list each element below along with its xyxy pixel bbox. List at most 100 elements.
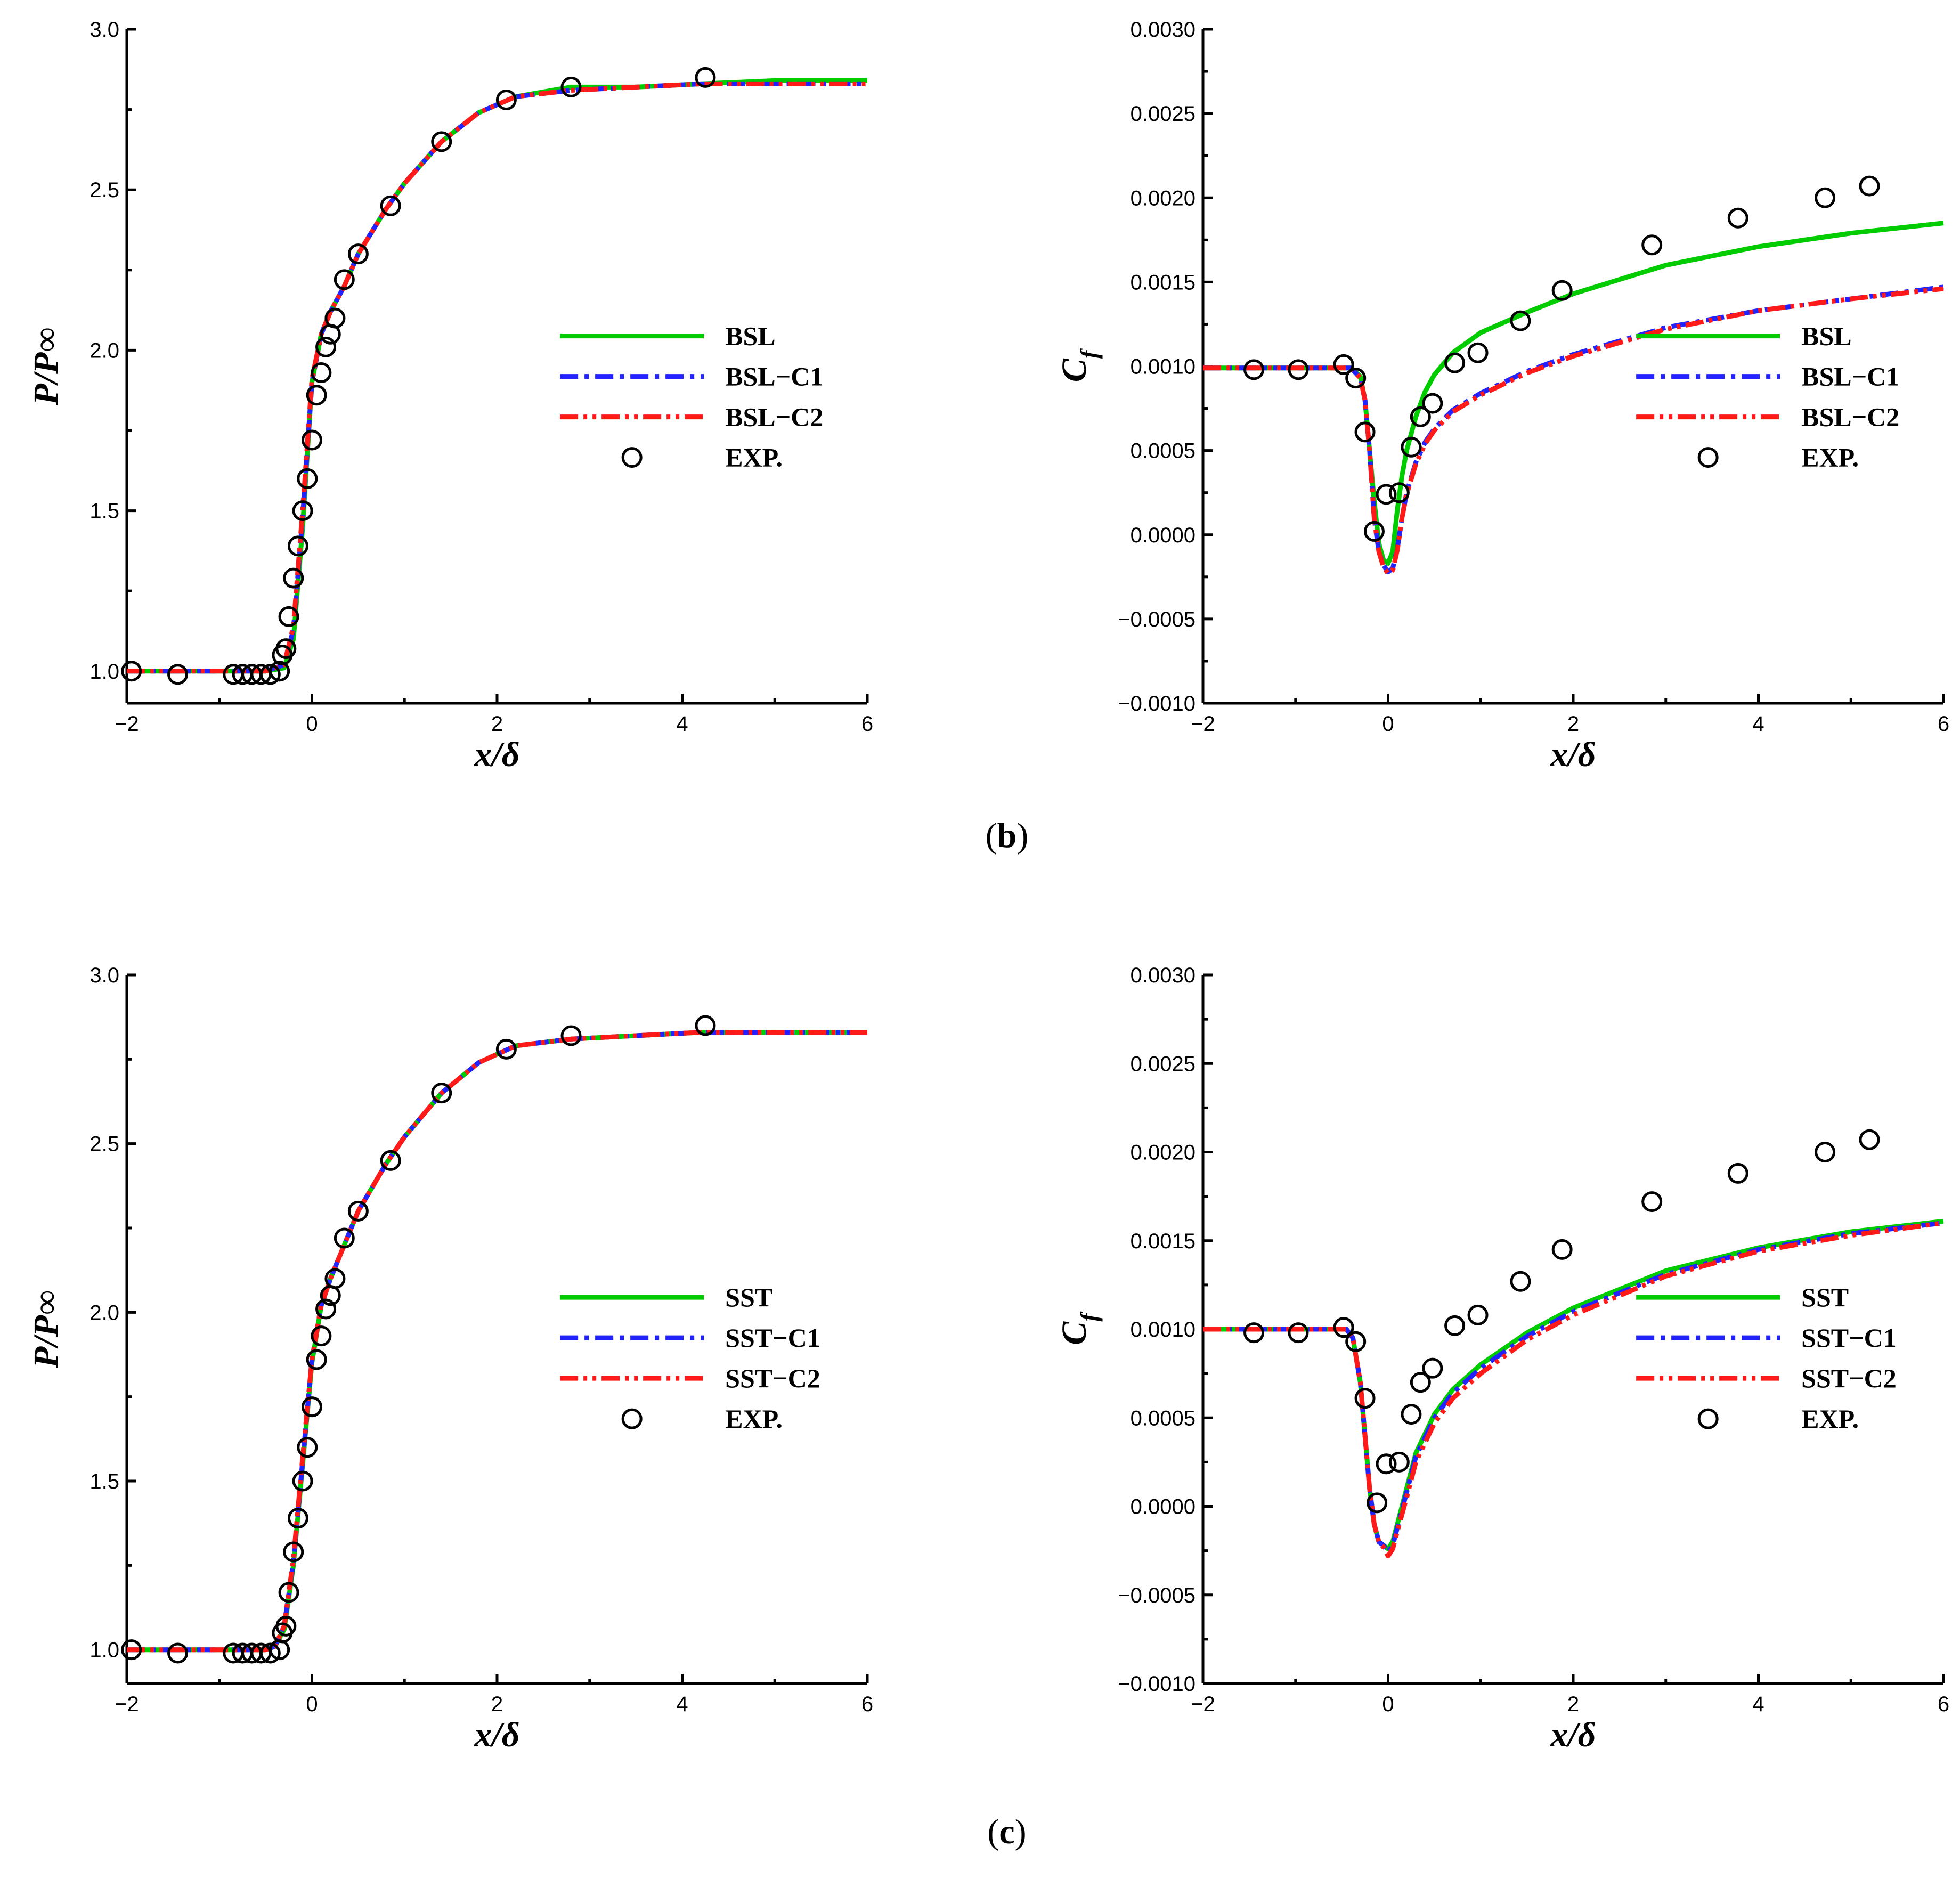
series-line-sst-c2 bbox=[1203, 1221, 1944, 1559]
y-tick-label: 0.0005 bbox=[1131, 1406, 1195, 1430]
exp-data-point bbox=[495, 1038, 517, 1060]
exp-data-point bbox=[1859, 175, 1880, 197]
exp-data-point bbox=[1727, 1162, 1748, 1184]
legend-label: EXP. bbox=[725, 1404, 783, 1434]
exp-data-point bbox=[1410, 1372, 1431, 1393]
legend-marker bbox=[1697, 1408, 1719, 1429]
legend-label: BSL−C2 bbox=[725, 402, 823, 432]
panel-c-pressure-chart: −2 0 2 4 61.01.52.02.53.0x/δP/P∞ SSTSST−C1SST… bbox=[27, 964, 873, 1754]
exp-data-point bbox=[1354, 1388, 1376, 1409]
y-tick-label: 2.0 bbox=[90, 1301, 119, 1324]
exp-data-point bbox=[1376, 1453, 1397, 1475]
exp-data-point bbox=[1467, 342, 1489, 363]
legend-label: SST−C2 bbox=[725, 1363, 820, 1393]
y-axis-title: Cf bbox=[1055, 1311, 1103, 1345]
legend-label: SST−C2 bbox=[1801, 1363, 1897, 1393]
legend-label: SST bbox=[725, 1282, 772, 1312]
x-axis-title: x/δ bbox=[474, 1715, 519, 1754]
legend-label: EXP. bbox=[1801, 1404, 1859, 1434]
exp-data-point bbox=[287, 1508, 308, 1529]
legend-label: SST−C1 bbox=[1801, 1323, 1897, 1353]
exp-data-point bbox=[1422, 1357, 1443, 1379]
exp-data-point bbox=[1333, 354, 1354, 375]
x-tick-label: −2 bbox=[115, 712, 139, 736]
y-axis-title: P/P∞ bbox=[27, 1290, 66, 1369]
legend: BSL BSL−C1 BSL−C2 EXP. bbox=[1636, 321, 1899, 473]
exp-data-point bbox=[695, 1015, 716, 1036]
exp-data-point bbox=[269, 661, 290, 682]
legend-label: EXP. bbox=[1801, 443, 1859, 473]
panel-b-pressure-chart: −2 0 2 4 61.01.52.02.53.0x/δP/P∞ BSLBSL−C1BSL… bbox=[27, 18, 873, 774]
y-tick-label: 1.5 bbox=[90, 1470, 119, 1493]
exp-data-point bbox=[311, 1325, 332, 1347]
exp-data-point bbox=[302, 429, 322, 451]
exp-data-point bbox=[1815, 1142, 1836, 1162]
legend-label: EXP. bbox=[725, 443, 783, 473]
y-tick-label: −0.0005 bbox=[1118, 608, 1195, 631]
y-tick-label: 3.0 bbox=[90, 964, 119, 987]
legend-marker bbox=[1697, 447, 1719, 468]
x-tick-label: 6 bbox=[861, 1693, 873, 1716]
exp-data-point bbox=[315, 336, 337, 357]
exp-data-point bbox=[259, 1642, 281, 1664]
exp-data-point bbox=[1388, 1451, 1410, 1473]
exp-data-point bbox=[1388, 482, 1410, 503]
x-axis-title: x/δ bbox=[474, 735, 519, 774]
legend-label: SST−C1 bbox=[725, 1323, 820, 1353]
series-line-sst-c2 bbox=[127, 1030, 867, 1653]
exp-data-point bbox=[431, 131, 452, 152]
exp-data-point bbox=[1288, 1322, 1309, 1344]
series-line-bsl-c2 bbox=[127, 81, 867, 674]
legend-marker bbox=[621, 1408, 643, 1429]
y-axis-title: Cf bbox=[1055, 348, 1103, 382]
y-tick-label: 2.0 bbox=[90, 339, 119, 362]
y-tick-label: −0.0010 bbox=[1118, 692, 1195, 715]
exp-data-point bbox=[1243, 1322, 1265, 1344]
exp-data-point bbox=[306, 1349, 327, 1370]
y-tick-label: 0.0000 bbox=[1131, 1495, 1195, 1519]
legend: SST SST−C1 SST−C2 EXP. bbox=[1636, 1282, 1897, 1434]
x-tick-label: −2 bbox=[1191, 712, 1215, 736]
y-tick-label: 0.0030 bbox=[1131, 18, 1195, 42]
x-tick-label: 0 bbox=[1382, 1693, 1394, 1716]
exp-data-point bbox=[302, 1396, 322, 1418]
exp-data-point bbox=[167, 664, 189, 685]
y-tick-label: −0.0010 bbox=[1118, 1672, 1195, 1696]
x-tick-label: 2 bbox=[491, 712, 503, 736]
exp-data-point bbox=[1363, 520, 1385, 542]
y-tick-label: 0.0010 bbox=[1131, 1318, 1195, 1341]
caption-c-letter: c bbox=[999, 1812, 1014, 1851]
y-tick-label: 2.5 bbox=[90, 1133, 119, 1156]
y-tick-label: 0.0005 bbox=[1131, 440, 1195, 463]
exp-data-point bbox=[121, 1639, 142, 1661]
exp-data-point bbox=[431, 1083, 452, 1104]
exp-data-point bbox=[1376, 484, 1397, 505]
x-tick-label: −2 bbox=[115, 1693, 139, 1716]
y-tick-label: 0.0020 bbox=[1131, 186, 1195, 210]
exp-data-point bbox=[306, 385, 327, 406]
y-axis-title: P/P∞ bbox=[27, 327, 66, 405]
exp-data-point bbox=[292, 1470, 313, 1492]
exp-data-point bbox=[347, 1200, 369, 1222]
x-tick-label: 0 bbox=[1382, 712, 1394, 736]
x-tick-label: 2 bbox=[1567, 1693, 1579, 1716]
x-tick-label: 6 bbox=[1938, 1693, 1949, 1716]
exp-data-point bbox=[1727, 207, 1748, 229]
x-tick-label: 2 bbox=[1567, 712, 1579, 736]
exp-data-point bbox=[560, 76, 582, 97]
exp-data-point bbox=[560, 1025, 582, 1046]
x-tick-label: 6 bbox=[861, 712, 873, 736]
x-axis-title: x/δ bbox=[1550, 1715, 1596, 1754]
series-line-bsl-c2 bbox=[1203, 286, 1944, 576]
exp-data-point bbox=[1422, 393, 1443, 414]
panel-c-skin-friction-chart: −2 0 2 4 6 −0.0010 −0.0005 0.0000 0.0005 0.0010 0.… bbox=[1055, 964, 1949, 1754]
y-tick-label: 0.0020 bbox=[1131, 1141, 1195, 1165]
exp-data-point bbox=[1354, 421, 1376, 443]
legend-label: BSL bbox=[1801, 321, 1852, 351]
exp-data-point bbox=[1641, 234, 1663, 256]
exp-data-point bbox=[380, 195, 401, 216]
exp-data-point bbox=[297, 468, 318, 489]
exp-data-point bbox=[347, 243, 369, 265]
x-tick-label: 2 bbox=[491, 1693, 503, 1716]
exp-data-point bbox=[1551, 280, 1573, 301]
